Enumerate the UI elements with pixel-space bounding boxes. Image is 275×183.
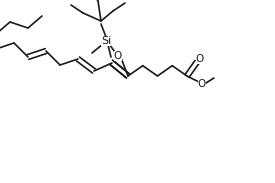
Text: O: O (196, 54, 204, 64)
Text: Si: Si (101, 36, 111, 46)
Text: O: O (114, 51, 122, 61)
Text: O: O (198, 79, 206, 89)
